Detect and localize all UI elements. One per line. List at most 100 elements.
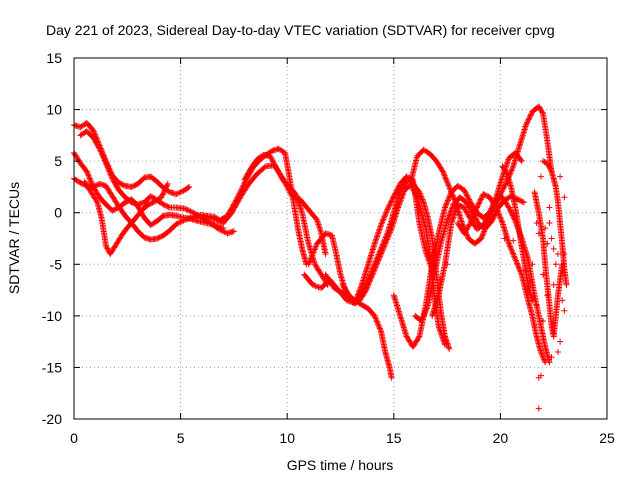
data-point <box>482 217 489 224</box>
data-point <box>160 190 167 197</box>
data-point <box>392 190 399 197</box>
data-point <box>261 164 268 171</box>
data-point <box>370 268 377 275</box>
data-point <box>545 161 552 168</box>
data-point <box>531 323 538 330</box>
data-point <box>415 334 422 341</box>
data-point <box>101 155 108 162</box>
data-point <box>529 261 536 268</box>
data-point <box>447 186 454 193</box>
data-point <box>512 257 519 264</box>
data-point <box>377 326 384 333</box>
data-point <box>446 345 453 352</box>
data-point <box>135 204 142 211</box>
data-point <box>128 183 135 190</box>
data-point <box>510 251 517 258</box>
series-track-2 <box>71 149 227 232</box>
data-point <box>368 273 375 280</box>
data-point <box>386 230 393 237</box>
data-point <box>267 154 274 161</box>
data-point <box>96 145 103 152</box>
data-point <box>522 267 529 274</box>
data-point <box>309 250 316 257</box>
data-point <box>92 182 99 189</box>
data-point <box>444 261 451 268</box>
data-point <box>378 222 385 229</box>
data-point <box>381 243 388 250</box>
data-point <box>385 232 392 239</box>
data-point <box>444 197 451 204</box>
data-point <box>145 201 152 208</box>
data-point <box>375 322 382 329</box>
data-point <box>374 319 381 326</box>
data-point <box>396 200 403 207</box>
data-point <box>479 232 486 239</box>
data-point <box>273 165 280 172</box>
data-point <box>90 127 97 134</box>
data-point <box>395 204 402 211</box>
data-point <box>481 191 488 198</box>
data-point <box>524 119 531 126</box>
data-point <box>365 281 372 288</box>
data-point <box>385 205 392 212</box>
data-point <box>496 212 503 219</box>
data-point <box>375 257 382 264</box>
data-point <box>517 197 524 204</box>
data-point <box>366 278 373 285</box>
data-point <box>367 275 374 282</box>
data-point <box>174 220 181 227</box>
data-point <box>370 270 377 277</box>
data-point <box>526 113 533 120</box>
data-point <box>423 251 430 258</box>
data-point <box>354 292 361 299</box>
data-point <box>387 227 394 234</box>
data-point <box>470 212 477 219</box>
data-point <box>554 250 561 257</box>
data-point <box>234 199 241 206</box>
data-point <box>305 261 312 268</box>
data-point <box>486 211 493 218</box>
data-point <box>363 287 370 294</box>
data-point <box>149 199 156 206</box>
data-point <box>554 348 561 355</box>
data-point <box>277 171 284 178</box>
data-point <box>272 162 279 169</box>
data-point <box>187 214 194 221</box>
series-track-6 <box>203 162 329 257</box>
data-point <box>493 205 500 212</box>
data-point <box>107 170 114 177</box>
data-point <box>271 161 278 168</box>
y-tick-label: 5 <box>54 153 62 169</box>
data-point <box>498 188 505 195</box>
data-point <box>103 161 110 168</box>
x-tick-label: 5 <box>177 430 185 446</box>
data-point <box>150 198 157 205</box>
data-point <box>375 256 382 263</box>
data-point <box>278 174 285 181</box>
data-point <box>220 228 227 235</box>
data-point <box>395 183 402 190</box>
data-point <box>95 143 102 150</box>
data-point <box>160 201 167 208</box>
data-point <box>533 220 540 227</box>
data-point <box>465 195 472 202</box>
data-point <box>245 169 252 176</box>
data-point <box>420 313 427 320</box>
data-point <box>111 206 118 213</box>
data-point <box>376 254 383 261</box>
data-point <box>508 246 515 253</box>
data-point <box>308 253 315 260</box>
data-point <box>481 220 488 227</box>
data-point <box>180 217 187 224</box>
data-point <box>497 214 504 221</box>
data-point <box>444 216 451 223</box>
data-point <box>379 246 386 253</box>
data-point <box>422 309 429 316</box>
data-point <box>368 274 375 281</box>
data-point <box>385 233 392 240</box>
data-point <box>535 230 542 237</box>
data-point <box>491 212 498 219</box>
data-point <box>110 176 117 183</box>
y-tick-label: -5 <box>50 256 63 272</box>
series-track-19 <box>540 158 570 288</box>
